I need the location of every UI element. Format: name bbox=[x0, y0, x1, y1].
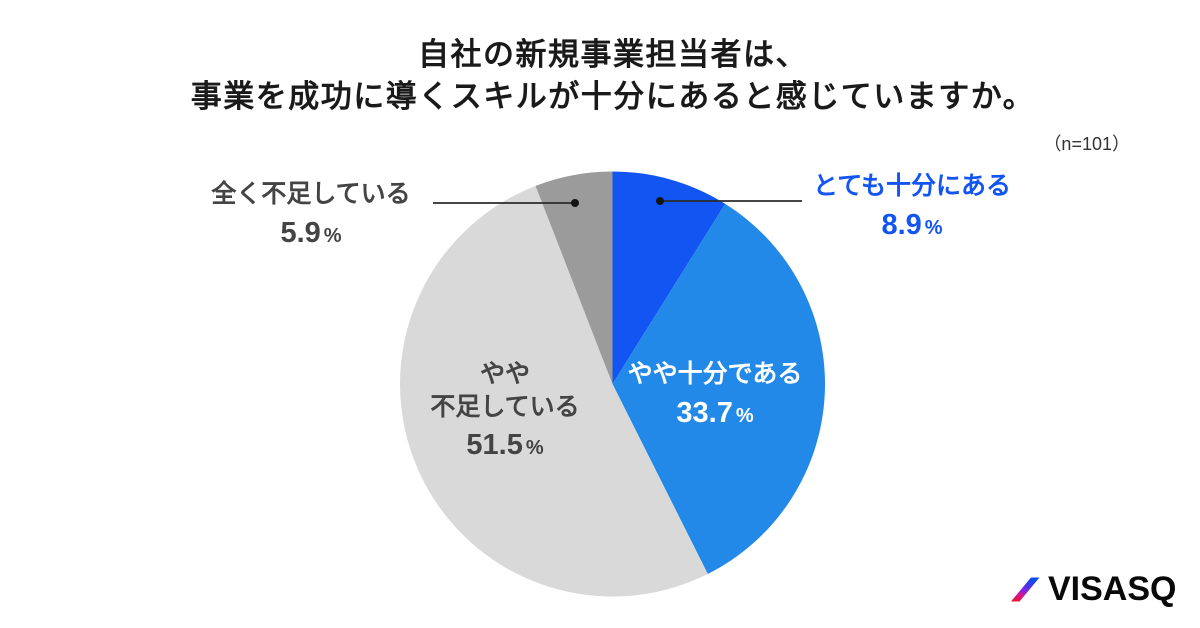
svg-text:VISASQ: VISASQ bbox=[1048, 570, 1176, 608]
